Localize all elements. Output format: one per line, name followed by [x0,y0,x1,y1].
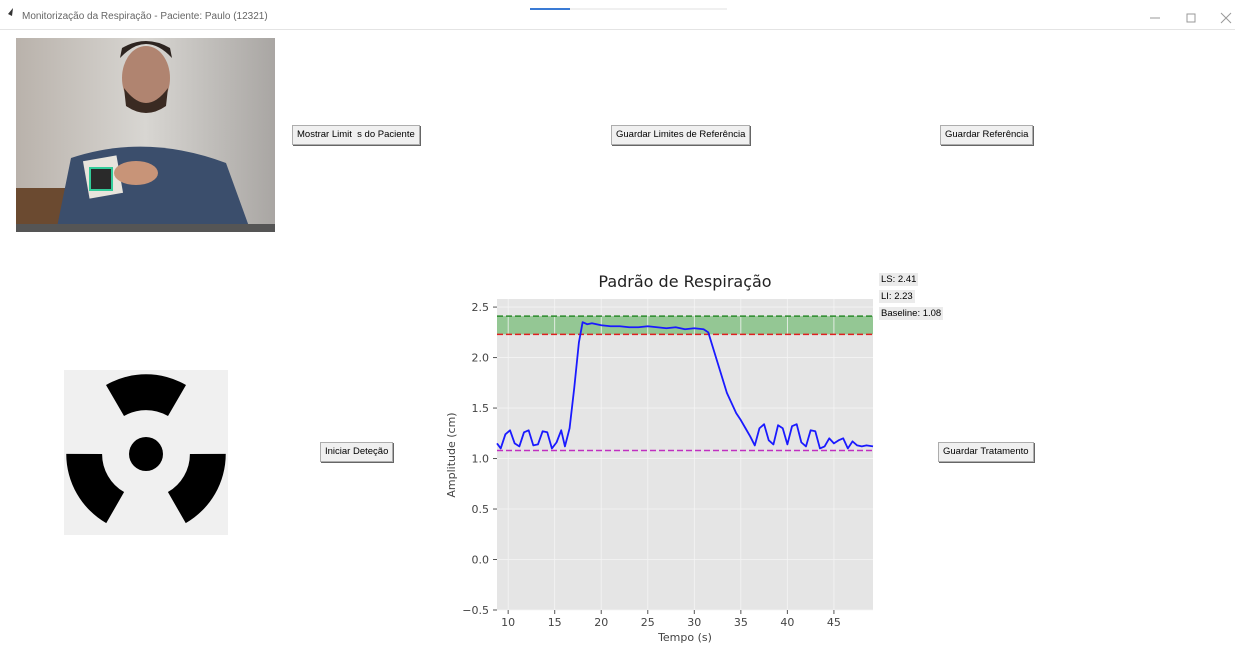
chart: Padrão de Respiração Tempo (s) Amplitude… [430,265,890,655]
start-detection-button[interactable]: Iniciar Deteção [320,442,393,462]
limits-band [497,316,873,334]
chart-title: Padrão de Respiração [598,272,771,291]
show-limits-button[interactable]: Mostrar Limit s do Paciente [292,125,420,145]
save-reference-limits-button[interactable]: Guardar Limites de Referência [611,125,750,145]
x-tick-label: 35 [734,616,748,629]
save-treatment-button[interactable]: Guardar Tratamento [938,442,1034,462]
x-tick-label: 25 [641,616,655,629]
webcam-feed [16,38,275,232]
y-tick-label: −0.5 [462,604,489,617]
x-tick-label: 10 [501,616,515,629]
y-tick-label: 0.0 [472,554,490,567]
x-tick-label: 20 [594,616,608,629]
x-tick-label: 40 [780,616,794,629]
y-tick-label: 0.5 [472,503,490,516]
y-tick-label: 2.0 [472,352,490,365]
plot-area [497,299,873,610]
y-tick-label: 1.5 [472,402,490,415]
y-axis-label: Amplitude (cm) [445,412,458,497]
x-tick-label: 45 [827,616,841,629]
x-axis-label: Tempo (s) [657,631,712,644]
window-title: Monitorização da Respiração - Paciente: … [22,11,268,22]
y-tick-label: 2.5 [472,301,490,314]
y-tick-label: 1.0 [472,453,490,466]
x-tick-label: 15 [548,616,562,629]
x-tick-label: 30 [687,616,701,629]
radiation-icon [64,370,228,535]
app-window: Monitorização da Respiração - Paciente: … [0,0,1235,668]
save-reference-button[interactable]: Guardar Referência [940,125,1033,145]
